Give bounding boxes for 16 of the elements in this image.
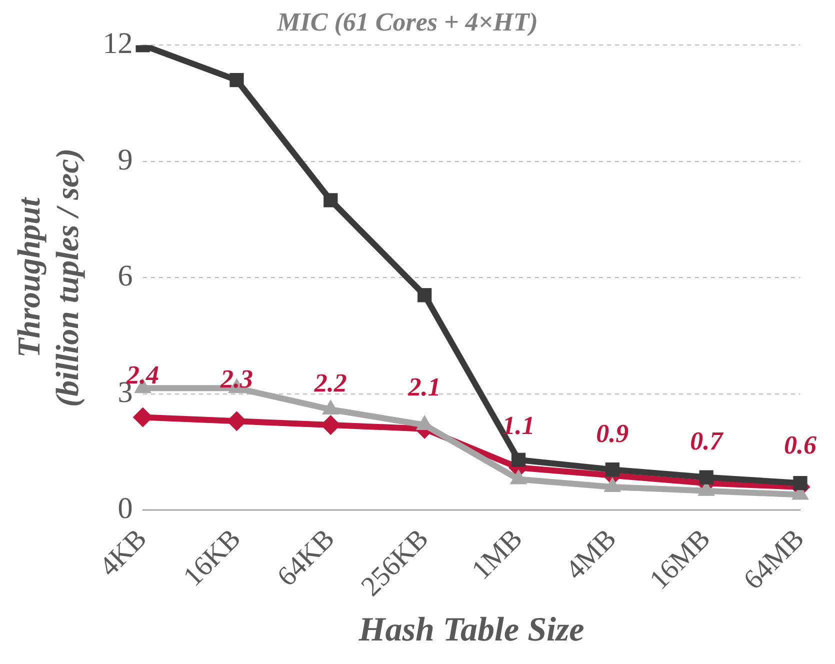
y-tick-label: 0 <box>118 492 133 526</box>
x-tick-label: 4MB <box>560 523 623 586</box>
x-axis-title: Hash Table Size <box>358 611 584 648</box>
y-axis-title: Throughput (billion tuples / sec) <box>10 148 85 408</box>
x-tick-label: 4KB <box>94 523 153 583</box>
y-tick-label: 6 <box>118 260 133 293</box>
chart-title: MIC (61 Cores + 4×HT) <box>276 7 538 36</box>
data-label: 0.7 <box>690 426 724 456</box>
data-label: 2.3 <box>219 364 253 394</box>
data-label: 0.6 <box>784 430 816 460</box>
data-label: 0.9 <box>596 418 629 448</box>
data-label: 2.1 <box>407 372 441 402</box>
data-label: 1.1 <box>502 411 535 440</box>
y-tick-label: 9 <box>118 143 133 176</box>
y-tick-label: 12 <box>102 27 133 60</box>
data-label: 2.2 <box>313 368 347 398</box>
